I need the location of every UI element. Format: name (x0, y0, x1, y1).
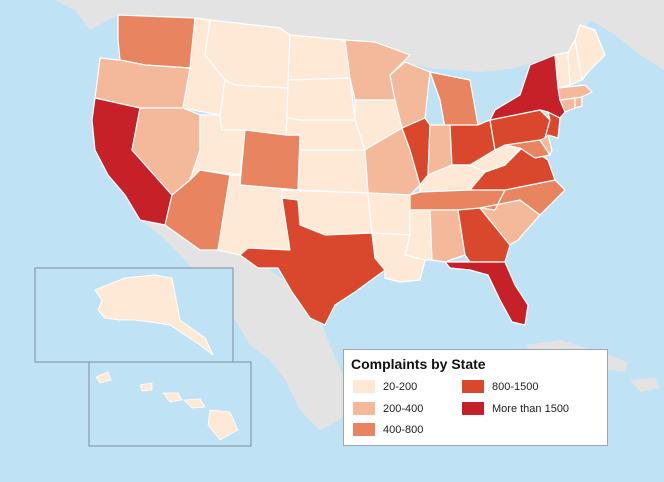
state-alabama (429, 209, 466, 263)
legend-swatch (462, 402, 484, 415)
legend-item: 20-200 (353, 380, 417, 393)
state-south-dakota (286, 77, 356, 121)
state-arkansas (367, 192, 411, 236)
legend-title: Complaints by State (351, 356, 486, 372)
state-massachusetts (557, 84, 593, 101)
legend-label: 20-200 (383, 380, 418, 393)
hawaii-island (139, 382, 153, 392)
legend-item: More than 1500 (462, 402, 569, 415)
legend-label: 800-1500 (492, 380, 539, 393)
state-colorado (239, 129, 301, 191)
legend: Complaints by State 20-200 200-400 400-8… (343, 349, 608, 446)
state-pennsylvania (489, 109, 551, 151)
hawaii-island (162, 392, 183, 403)
legend-swatch (462, 380, 484, 393)
state-hawaii (95, 371, 239, 441)
legend-label: More than 1500 (492, 402, 570, 415)
hawaii-island (95, 371, 112, 384)
legend-swatch (353, 423, 375, 436)
state-maine (574, 24, 606, 81)
caribbean-island (630, 378, 660, 392)
legend-item: 800-1500 (462, 380, 539, 393)
legend-swatch (353, 402, 375, 415)
legend-item: 200-400 (353, 402, 423, 415)
state-florida (444, 261, 529, 326)
state-north-dakota (287, 34, 351, 81)
state-alaska (94, 274, 214, 356)
legend-label: 400-800 (383, 423, 424, 436)
state-washington (117, 14, 196, 69)
state-texas (239, 197, 386, 326)
legend-item: 400-800 (353, 423, 423, 436)
state-kansas (297, 149, 369, 194)
hawaii-island (207, 409, 239, 441)
legend-label: 200-400 (383, 402, 424, 415)
state-wyoming (219, 79, 289, 136)
hawaii-island (183, 398, 206, 409)
legend-swatch (353, 380, 375, 393)
states-layer (91, 14, 606, 326)
state-rhode-island (574, 96, 583, 109)
